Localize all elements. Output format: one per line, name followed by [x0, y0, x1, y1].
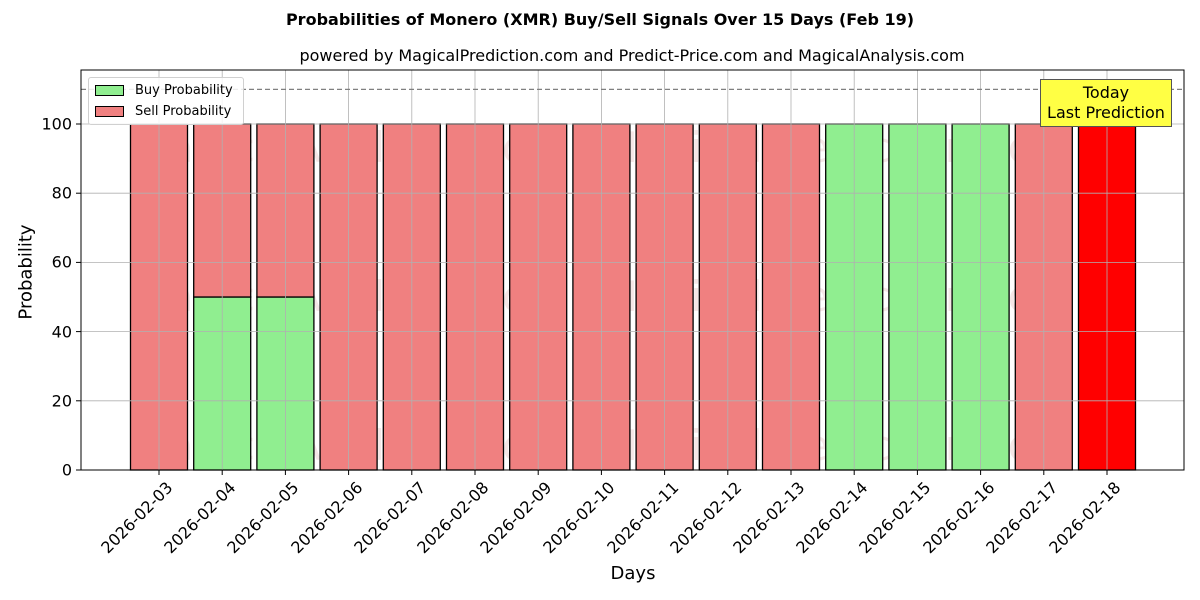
- y-tick-label: 100: [41, 114, 72, 134]
- y-axis-label: Probability: [15, 224, 37, 320]
- chart-legend: Buy Probability Sell Probability: [88, 77, 244, 125]
- today-annotation: Today Last Prediction: [1040, 79, 1172, 127]
- annotation-line-2: Last Prediction: [1047, 103, 1165, 122]
- y-tick-label: 20: [51, 391, 72, 411]
- buy-swatch-icon: [95, 84, 124, 96]
- annotation-line-1: Today: [1082, 83, 1130, 102]
- y-tick-label: 40: [51, 322, 72, 342]
- plot-frame: [80, 69, 1185, 471]
- y-tick-label: 60: [51, 252, 72, 272]
- legend-item-sell: Sell Probability: [95, 102, 231, 120]
- chart-title: Probabilities of Monero (XMR) Buy/Sell S…: [285, 10, 915, 29]
- legend-buy-label: Buy Probability: [135, 82, 233, 98]
- y-tick-label: 0: [61, 460, 72, 480]
- y-tick-label: 80: [51, 183, 72, 203]
- x-axis-label: Days: [610, 563, 656, 584]
- sell-swatch-icon: [95, 105, 124, 117]
- chart-subtitle: powered by MagicalPrediction.com and Pre…: [299, 46, 965, 65]
- legend-item-buy: Buy Probability: [95, 81, 233, 99]
- legend-sell-label: Sell Probability: [135, 103, 232, 119]
